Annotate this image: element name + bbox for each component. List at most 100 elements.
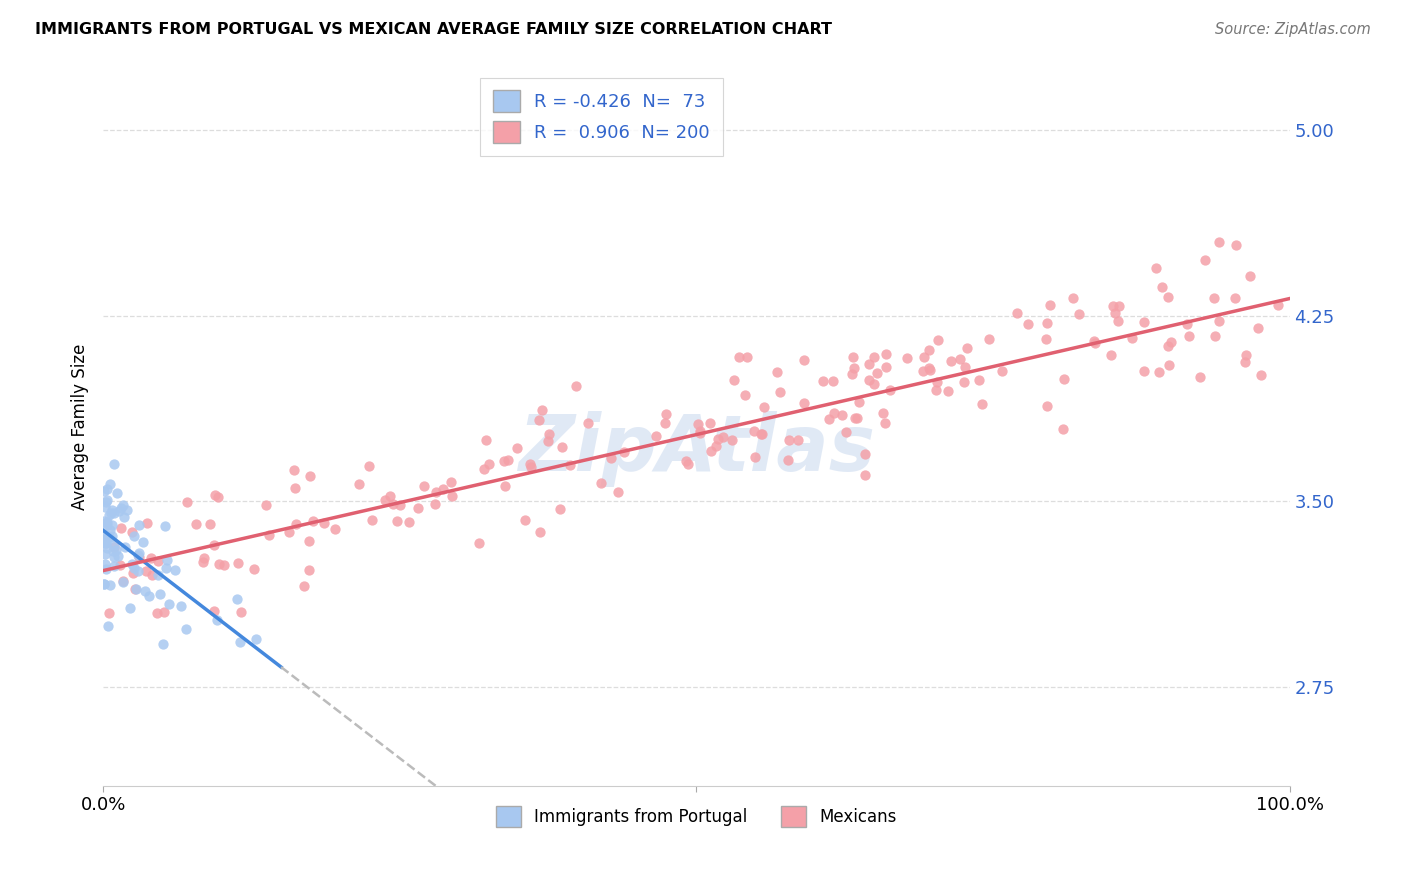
Text: ZipAtlas: ZipAtlas [517, 410, 875, 487]
Point [1236, 348, 1258, 362]
Point [644, 429, 666, 443]
Point [1039, 298, 1062, 312]
Point [949, 352, 972, 367]
Point [94, 557, 117, 571]
Point [157, 597, 180, 611]
Point [146, 554, 169, 568]
Point [1147, 366, 1170, 380]
Point [655, 407, 678, 421]
Point [170, 599, 193, 613]
Point [128, 546, 150, 560]
Point [576, 416, 599, 430]
Point [378, 489, 401, 503]
Point [744, 450, 766, 464]
Point [127, 549, 149, 563]
Point [98, 523, 121, 537]
Point [302, 514, 325, 528]
Point [425, 497, 447, 511]
Point [1204, 329, 1226, 343]
Point [207, 490, 229, 504]
Point [879, 384, 901, 398]
Point [97, 530, 120, 544]
Point [103, 559, 125, 574]
Point [193, 551, 215, 566]
Point [94, 528, 117, 542]
Point [425, 485, 447, 500]
Point [277, 524, 299, 539]
Point [1133, 315, 1156, 329]
Point [844, 360, 866, 375]
Point [536, 434, 558, 449]
Point [720, 433, 742, 447]
Point [413, 479, 436, 493]
Point [132, 534, 155, 549]
Point [226, 592, 249, 607]
Point [778, 433, 800, 447]
Point [245, 632, 267, 647]
Point [831, 408, 853, 422]
Point [97, 619, 120, 633]
Point [100, 529, 122, 543]
Point [111, 498, 134, 512]
Point [155, 560, 177, 574]
Point [93, 533, 115, 548]
Point [96, 518, 118, 533]
Point [97, 508, 120, 522]
Point [494, 454, 516, 468]
Point [1144, 260, 1167, 275]
Point [768, 384, 790, 399]
Point [141, 568, 163, 582]
Point [589, 475, 612, 490]
Point [842, 351, 865, 365]
Point [359, 458, 381, 473]
Point [1083, 334, 1105, 348]
Point [1052, 422, 1074, 436]
Point [94, 516, 117, 530]
Point [727, 350, 749, 364]
Point [858, 358, 880, 372]
Point [110, 521, 132, 535]
Point [100, 507, 122, 521]
Point [112, 510, 135, 524]
Point [494, 479, 516, 493]
Point [398, 515, 420, 529]
Point [103, 457, 125, 471]
Point [94, 500, 117, 514]
Point [776, 453, 799, 467]
Point [939, 353, 962, 368]
Point [1156, 339, 1178, 353]
Point [107, 549, 129, 563]
Point [389, 498, 412, 512]
Text: Source: ZipAtlas.com: Source: ZipAtlas.com [1215, 22, 1371, 37]
Y-axis label: Average Family Size: Average Family Size [72, 344, 89, 510]
Point [146, 568, 169, 582]
Point [122, 560, 145, 574]
Point [94, 547, 117, 561]
Point [98, 578, 121, 592]
Point [548, 502, 571, 516]
Point [114, 540, 136, 554]
Point [381, 497, 404, 511]
Point [1208, 314, 1230, 328]
Text: IMMIGRANTS FROM PORTUGAL VS MEXICAN AVERAGE FAMILY SIZE CORRELATION CHART: IMMIGRANTS FROM PORTUGAL VS MEXICAN AVER… [35, 22, 832, 37]
Point [121, 525, 143, 540]
Point [751, 426, 773, 441]
Point [1108, 300, 1130, 314]
Point [1107, 314, 1129, 328]
Point [94, 561, 117, 575]
Point [1234, 355, 1257, 369]
Point [1239, 269, 1261, 284]
Point [654, 416, 676, 430]
Point [835, 425, 858, 439]
Point [956, 341, 979, 355]
Point [700, 444, 723, 458]
Point [1250, 368, 1272, 382]
Point [204, 488, 226, 502]
Point [103, 540, 125, 554]
Point [927, 334, 949, 348]
Point [96, 483, 118, 497]
Point [149, 587, 172, 601]
Point [1133, 364, 1156, 378]
Point [858, 373, 880, 387]
Point [742, 424, 765, 438]
